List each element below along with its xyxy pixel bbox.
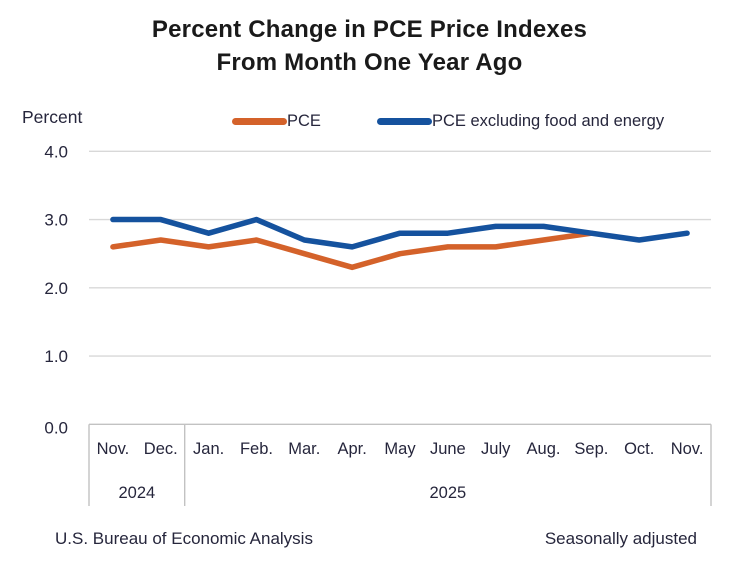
- month-label: July: [481, 440, 511, 458]
- month-label: Aug.: [527, 440, 561, 458]
- month-label: Oct.: [624, 440, 654, 458]
- month-label: Nov.: [671, 440, 704, 458]
- y-axis-title: Percent: [22, 107, 83, 127]
- chart-title-line2: From Month One Year Ago: [216, 49, 523, 76]
- month-label: Nov.: [97, 440, 130, 458]
- core-pce-line-swatch-icon: [377, 118, 432, 125]
- chart-title-line1: Percent Change in PCE Price Indexes: [151, 16, 588, 43]
- month-label: May: [384, 440, 416, 458]
- year-label: 2024: [118, 484, 155, 502]
- year-label: 2025: [429, 484, 466, 502]
- legend-label-core-pce: PCE excluding food and energy: [432, 112, 665, 130]
- y-tick-label: 2.0: [44, 279, 68, 298]
- month-label: June: [430, 440, 466, 458]
- chart-title: Percent Change in PCE Price Indexes From…: [0, 13, 739, 79]
- y-tick-label: 1.0: [44, 347, 68, 366]
- month-label: Sep.: [574, 440, 608, 458]
- pce-line-swatch-icon: [232, 118, 287, 125]
- y-tick-label: 3.0: [44, 211, 68, 230]
- y-tick-label: 4.0: [44, 142, 68, 161]
- month-label: Mar.: [288, 440, 320, 458]
- legend-label-pce: PCE: [287, 112, 321, 130]
- core-pce-series-line: [110, 216, 690, 250]
- source-note: U.S. Bureau of Economic Analysis: [55, 529, 313, 548]
- adjustment-note: Seasonally adjusted: [544, 529, 697, 548]
- pce-series-line: [110, 230, 595, 271]
- legend-item-pce: PCE: [232, 112, 321, 131]
- month-label: Jan.: [193, 440, 224, 458]
- legend-item-core-pce: PCE excluding food and energy: [377, 112, 664, 131]
- month-label: Feb.: [240, 440, 273, 458]
- y-tick-label: 0.0: [44, 418, 68, 437]
- month-label: Dec.: [144, 440, 178, 458]
- month-label: Apr.: [337, 440, 366, 458]
